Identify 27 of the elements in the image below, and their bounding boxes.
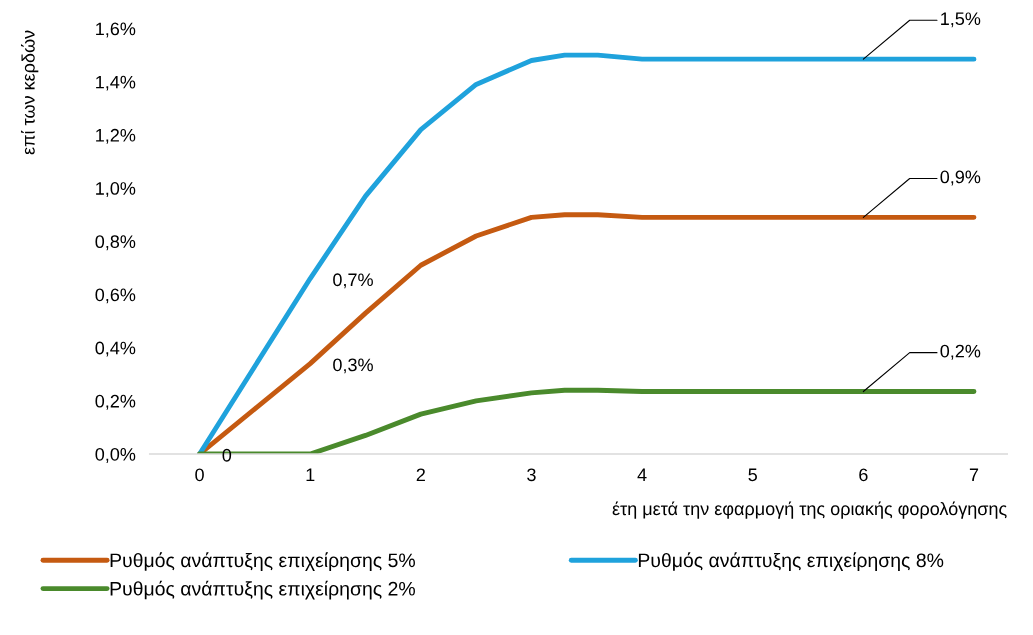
x-axis-title: έτη μετά την εφαρμογή της οριακής φορολόγησης — [612, 501, 1007, 519]
x-tick-label: 6 — [859, 468, 868, 482]
y-tick-label: 1,6% — [96, 22, 136, 38]
y-tick-label: 0,2% — [95, 394, 136, 410]
data-label: 0,2% — [940, 344, 981, 360]
x-tick-label: 3 — [527, 468, 536, 482]
legend-label: Ρυθμός ανάπτυξης επιχείρησης 5% — [110, 552, 415, 572]
y-tick-label: 0,8% — [95, 235, 136, 251]
y-tick-label: 0,6% — [95, 288, 136, 304]
legend-label: Ρυθμός ανάπτυξης επιχείρησης 8% — [638, 552, 944, 572]
x-tick-label: 1 — [306, 468, 315, 481]
y-tick-label: 0,0% — [95, 447, 136, 463]
y-tick-label: 1,2% — [96, 128, 136, 144]
data-label: 1,5% — [941, 12, 981, 28]
data-label: 0,7% — [333, 273, 373, 289]
data-label: 0,3% — [333, 358, 373, 374]
legend-label: Ρυθμός ανάπτυξης επιχείρησης 2% — [110, 580, 415, 600]
y-axis-title: επί των κερδών — [20, 30, 39, 155]
x-tick-label: 7 — [969, 468, 979, 481]
y-tick-label: 0,4% — [95, 341, 136, 357]
x-tick-label: 0 — [195, 468, 204, 482]
x-tick-label: 2 — [416, 468, 425, 481]
y-tick-label: 1,4% — [96, 75, 136, 91]
y-tick-label: 1,0% — [96, 182, 136, 197]
x-tick-label: 4 — [637, 468, 647, 481]
data-label: 0,9% — [940, 170, 981, 186]
x-tick-label: 5 — [748, 468, 757, 482]
